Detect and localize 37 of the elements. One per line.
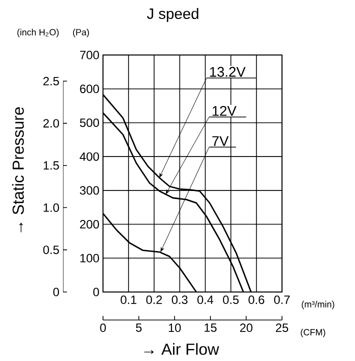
x2-tick-label: 5	[136, 324, 142, 332]
y-tick-label: 500	[80, 118, 99, 127]
chart-title: J speed	[146, 8, 198, 22]
x2-tick-label: 10	[168, 324, 181, 332]
y-tick-label: 600	[80, 84, 99, 94]
text: (CFM)	[300, 328, 326, 338]
y-tick-label: 0	[93, 288, 99, 296]
x-tick-label: 0.3	[172, 296, 188, 304]
y2-tick-label: 1.0	[44, 203, 60, 212]
x2-tick-label: 15	[204, 324, 217, 332]
y-tick-label: 100	[80, 254, 99, 262]
y-tick-label: 400	[80, 152, 99, 161]
y2-axis-title: → Static Pressure	[12, 107, 24, 232]
annotation: 7V	[212, 136, 229, 146]
y-tick-label: 700	[80, 50, 99, 60]
x-tick-label: 0.5	[222, 296, 239, 304]
x2-tick-label: 0	[100, 324, 106, 332]
text: (m³/min)	[302, 300, 334, 310]
annotation: 12V	[212, 106, 236, 116]
x-tick-label: 0.4	[197, 296, 214, 304]
x-tick-label: 0.6	[248, 296, 264, 304]
x-axis-title: → Air Flow	[144, 343, 220, 355]
x2-tick-label: 25	[276, 324, 288, 332]
y2-tick-label: 0.5	[43, 246, 59, 254]
x-tick-label: 0.7	[274, 296, 290, 304]
y2-tick-label: 0	[53, 288, 60, 296]
annotation: 13.2V	[210, 66, 246, 77]
text: (inch H$_{2}$O)	[17, 28, 59, 38]
y2-tick-label: 2.5	[43, 76, 59, 86]
y2-tick-label: 2.0	[43, 119, 60, 128]
y-tick-label: 300	[80, 186, 99, 195]
text: (Pa)	[73, 28, 89, 38]
x-tick-label: 0.1	[120, 296, 136, 304]
x2-tick-label: 20	[240, 324, 252, 332]
x-tick-label: 0.2	[146, 296, 162, 304]
y2-tick-label: 1.5	[44, 161, 59, 170]
y-tick-label: 200	[80, 220, 99, 229]
